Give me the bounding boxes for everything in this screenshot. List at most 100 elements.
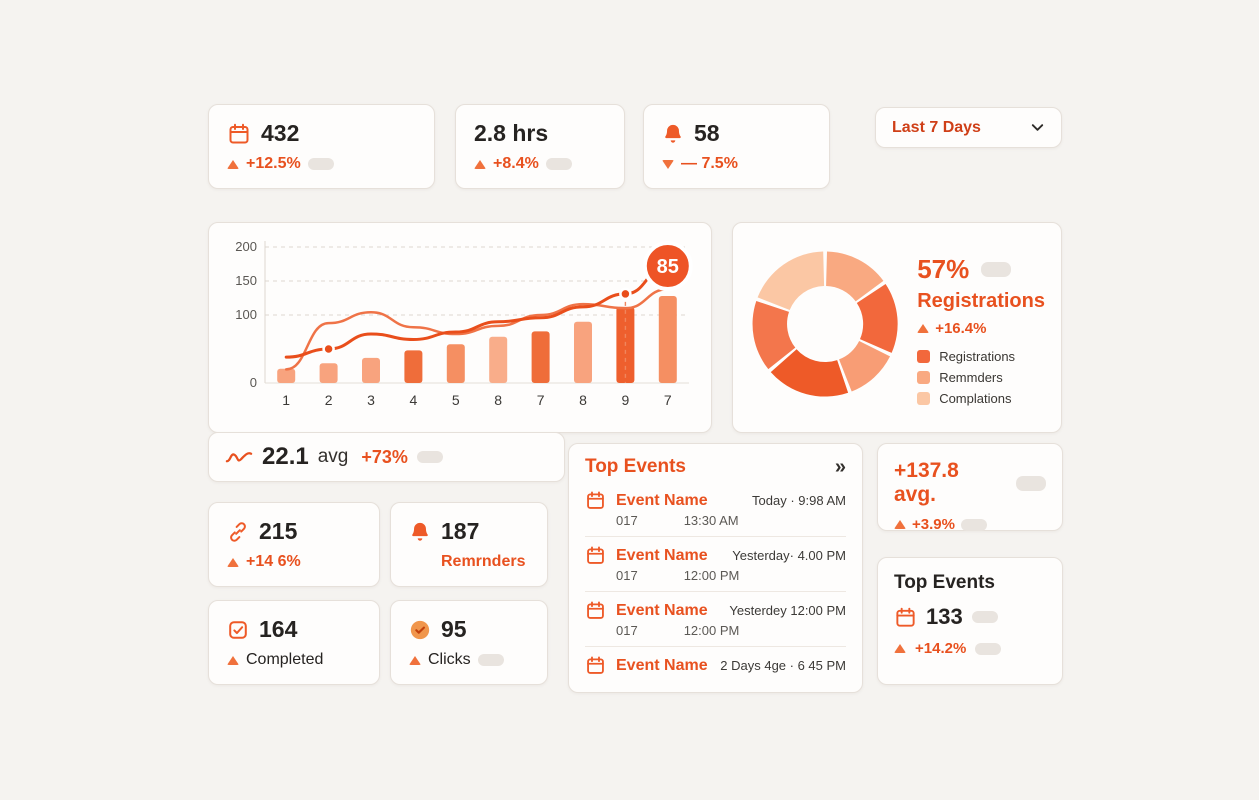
stat-delta: — 7.5% [681,155,738,172]
legend-label: Complations [939,391,1012,406]
event-name: Event Name [616,601,708,619]
trend-up-icon [894,520,906,529]
legend-item: Complations [917,391,1045,406]
calendar-icon [585,545,606,566]
top-events-summary-value: 133 [926,604,963,629]
event-id: 017 [616,513,638,528]
stat-value: 58 [694,120,720,146]
event-time: Yesterday· 4.00 PM [732,548,846,563]
donut-slice [839,340,891,392]
stat-card-reminders-count: 187 Remrnders [390,502,548,587]
stat-value: 432 [261,120,300,146]
legend-label: Registrations [939,349,1016,364]
top-events-card: Top Events » Event Name Today · 9:98 AM … [568,443,863,693]
sparkline-pill [416,451,443,463]
avg-value: +137.8 avg. [894,459,959,506]
stat-card-clicks: 95 Clicks [390,600,548,685]
stat-card-links: 215 +14 6% [208,502,380,587]
chart-summary-card: 22.1 avg +73% [208,432,565,482]
svg-text:85: 85 [657,256,679,278]
bar-line-chart: 0 100 150 200 1 2 3 4 5 8 7 8 9 7 85 [235,239,693,408]
svg-text:200: 200 [235,239,257,254]
svg-text:2: 2 [325,392,333,408]
stat-label: Remrnders [441,553,526,570]
donut-slice [752,300,796,370]
event-list-item[interactable]: Event Name Yesterdey 12:00 PM 017 12:00 … [585,591,846,646]
period-dropdown-label: Last 7 Days [892,118,981,136]
sparkline-pill [1016,475,1046,491]
legend-item: Registrations [917,349,1045,364]
donut-slice [856,283,898,353]
sparkline-pill [975,642,1002,655]
expand-chevrons-icon[interactable]: » [834,456,846,478]
stat-delta: +8.4% [493,155,539,172]
trend-up-icon [409,655,421,665]
event-time: Yesterdey 12:00 PM [729,603,846,618]
event-name: Event Name [616,546,708,564]
summary-delta: +73% [361,446,408,467]
calendar-icon [894,606,917,629]
sparkline-pill [981,262,1012,277]
bell-icon [662,123,684,145]
donut-slice [757,251,825,311]
period-dropdown[interactable]: Last 7 Days [875,107,1062,148]
trend-up-icon [917,324,930,333]
summary-unit: avg [317,446,349,467]
svg-text:8: 8 [579,392,587,408]
stat-delta: +14 6% [246,553,301,570]
legend-swatch [917,392,931,405]
event-id: 017 [616,623,638,638]
avg-delta: +3.9% [912,516,955,533]
legend-swatch [917,350,931,363]
stat-card-avg-hours: 2.8 hrs +8.4% [455,104,625,189]
event-subtime: 12:00 PM [683,623,740,638]
trend-up-icon [227,655,239,665]
trend-down-icon [662,159,674,169]
average-stat-card: +137.8 avg. +3.9% [877,443,1063,533]
event-time: 2 Days 4ge · 6 45 PM [720,658,846,673]
donut-slice [826,251,884,302]
svg-text:9: 9 [622,392,630,408]
stat-value: 2.8 hrs [474,120,549,146]
legend-swatch [917,371,931,384]
sparkline-pill [307,158,334,170]
top-events-summary-delta: +14.2% [915,640,967,657]
stat-value: 164 [259,616,298,642]
sparkline-pill [960,518,987,531]
event-list-item[interactable]: Event Name 2 Days 4ge · 6 45 PM [585,646,846,684]
trend-up-icon [474,159,486,169]
sparkline-pill [545,158,572,170]
donut-chart [752,251,898,397]
sparkline-pill [477,654,504,666]
check-circle-icon [409,619,431,641]
stat-delta: +12.5% [246,155,301,172]
legend-item: Remmders [917,370,1045,385]
donut-label: Registrations [917,290,1045,312]
trend-up-icon [894,644,906,653]
event-list-item[interactable]: Event Name Today · 9:98 AM 017 13:30 AM [585,482,846,536]
svg-text:150: 150 [235,273,257,288]
donut-percent: 57% [917,254,970,284]
event-list-item[interactable]: Event Name Yesterday· 4.00 PM 017 12:00 … [585,536,846,591]
event-time: Today · 9:98 AM [752,493,846,508]
sparkline-pill [971,611,998,623]
stat-label: Completed [246,651,324,668]
stat-card-total-events: 432 +12.5% [208,104,435,189]
event-list: Event Name Today · 9:98 AM 017 13:30 AM … [585,482,846,684]
calendar-icon [585,655,606,676]
donut-legend: Registrations Remmders Complations [917,349,1045,406]
summary-value: 22.1 [262,443,309,470]
stat-value: 215 [259,518,298,544]
event-id: 017 [616,568,638,583]
legend-label: Remmders [939,370,1003,385]
top-events-summary-card: Top Events 133 +14.2% [877,557,1063,685]
stat-value: 95 [441,616,467,642]
event-name: Event Name [616,656,708,674]
top-events-title: Top Events [585,456,686,477]
chevron-down-icon [1030,120,1045,135]
svg-text:0: 0 [250,375,257,390]
svg-text:4: 4 [410,392,418,408]
checkbox-icon [227,619,249,641]
bell-icon [409,521,431,543]
top-events-summary-title: Top Events [894,572,995,593]
